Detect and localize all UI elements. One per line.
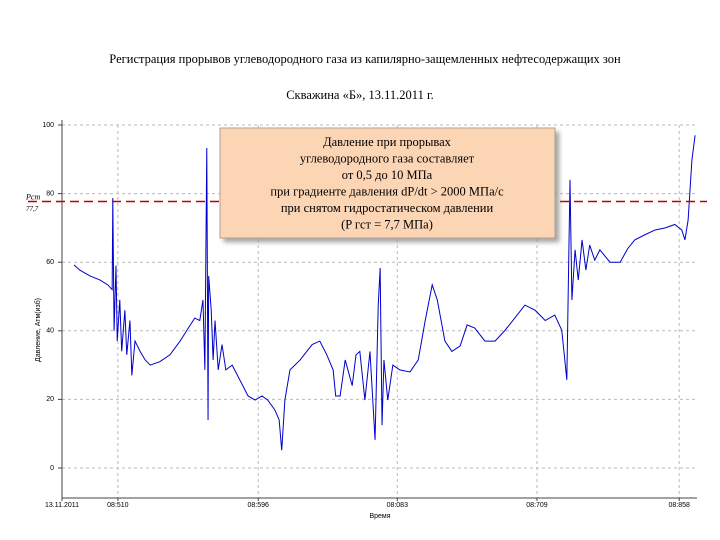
- chart-subtitle: Скважина «Б», 13.11.2011 г.: [286, 88, 434, 102]
- reference-label: 77,7: [26, 205, 39, 213]
- y-tick-label: 80: [46, 190, 54, 197]
- series-line: [73, 135, 696, 451]
- x-tick-label: 08:709: [526, 502, 548, 509]
- y-tick-label: 0: [50, 465, 54, 472]
- y-tick-label: 40: [46, 328, 54, 335]
- x-tick-label: 08:510: [107, 502, 129, 509]
- x-tick-label: 08:858: [669, 502, 691, 509]
- chart-title: Регистрация прорывов углеводородного газ…: [109, 52, 621, 66]
- annotation-line: (P гст = 7,7 МПа): [341, 217, 433, 231]
- y-axis-label: Давление, Атм(изб): [34, 298, 42, 362]
- annotation-line: при градиенте давления dP/dt > 2000 МПа/…: [270, 184, 504, 198]
- y-tick-label: 100: [42, 122, 54, 129]
- annotation-line: Давление при прорывах: [323, 135, 452, 149]
- reference-name: Pст: [25, 192, 40, 201]
- annotation-box: [219, 127, 556, 239]
- annotation-line: от 0,5 до 10 МПа: [342, 168, 433, 182]
- y-tick-label: 20: [46, 396, 54, 403]
- y-tick-label: 60: [46, 259, 54, 266]
- x-tick-label: 13.11.2011: [45, 502, 79, 509]
- annotation-line: при снятом гидростатическом давлении: [281, 201, 494, 215]
- x-tick-label: 08:083: [387, 502, 409, 509]
- x-tick-label: 08:596: [248, 502, 270, 509]
- x-axis-label: Время: [369, 513, 390, 520]
- annotation-line: углеводородного газа составляет: [300, 151, 475, 165]
